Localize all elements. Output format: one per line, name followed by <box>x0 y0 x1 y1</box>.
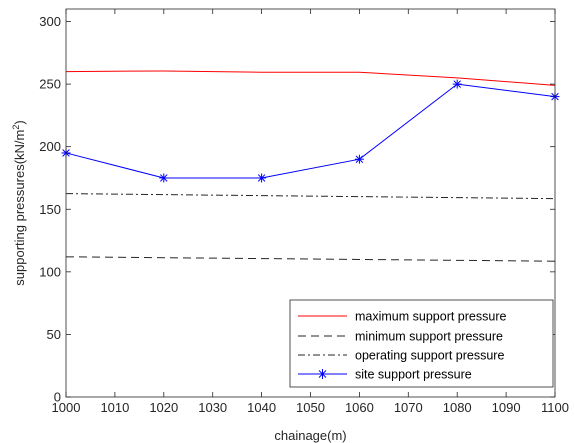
data-point-stroke <box>160 174 168 182</box>
x-tick-label: 1040 <box>247 400 276 415</box>
legend-entry-operating: operating support pressure <box>298 349 504 363</box>
series-line-1 <box>65 256 556 262</box>
x-axis-label: chainage(m) <box>274 428 346 443</box>
y-tick-label: 300 <box>39 14 61 29</box>
x-tick-label: 1070 <box>394 400 423 415</box>
y-tick-label: 200 <box>39 139 61 154</box>
y-axis-label-main: supporting pressures(kN/m <box>12 130 27 286</box>
y-tick-label: 100 <box>39 264 61 279</box>
legend-box <box>289 299 554 388</box>
legend-label-operating: operating support pressure <box>355 349 504 363</box>
x-tick-label: 1060 <box>345 400 374 415</box>
x-tick-label: 1020 <box>149 400 178 415</box>
y-axis-label-tail: ) <box>12 120 27 124</box>
legend-label-site: site support pressure <box>355 368 472 382</box>
data-point-stroke <box>355 155 364 163</box>
axes-layer: 1000 1010 1020 1030 1040 1050 1060 1070 1080 1090… <box>39 8 569 415</box>
data-point-3-2 <box>257 173 267 183</box>
x-tick-label: 1000 <box>52 400 81 415</box>
y-tick-label: 250 <box>39 77 61 92</box>
x-tick-label: 1100 <box>541 400 569 415</box>
legend-label-maximum: maximum support pressure <box>355 310 506 324</box>
x-tick-label: 1030 <box>198 400 227 415</box>
x-tick-label: 1050 <box>296 400 325 415</box>
y-axis-label: supporting pressures(kN/m2) <box>11 120 27 285</box>
legend-entry-maximum: maximum support pressure <box>298 310 506 324</box>
y-tick-label: 0 <box>54 390 61 405</box>
legend: maximum support pressure minimum support… <box>289 299 554 388</box>
y-tick-label: 50 <box>47 327 61 342</box>
legend-entry-minimum: minimum support pressure <box>298 330 503 344</box>
series-line-3 <box>65 83 556 179</box>
legend-entry-site: site support pressure <box>298 368 472 382</box>
data-point-stroke <box>257 174 266 182</box>
y-tick-label: 150 <box>39 202 61 217</box>
data-point-3-1 <box>159 173 169 183</box>
series-line-2 <box>65 193 556 200</box>
x-tick-label: 1080 <box>443 400 472 415</box>
x-tick-label: 1010 <box>100 400 129 415</box>
legend-label-minimum: minimum support pressure <box>355 330 503 344</box>
x-tick-label: 1090 <box>492 400 521 415</box>
y-axis-label-superscript: 2 <box>11 125 21 130</box>
data-point-3-3 <box>354 154 364 164</box>
series-line-0 <box>65 70 556 86</box>
data-point-stroke <box>453 80 461 88</box>
legend-marker-site <box>317 369 328 379</box>
data-point-3-4 <box>452 79 462 89</box>
